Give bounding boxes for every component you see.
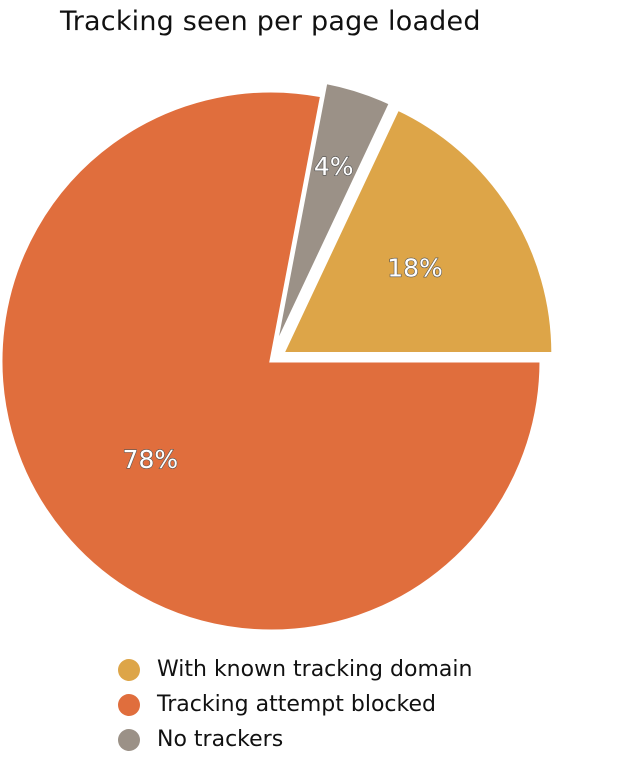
pie-slice-tracking-attempt-blocked bbox=[0, 89, 543, 633]
legend: With known tracking domain Tracking atte… bbox=[118, 652, 472, 757]
slice-label-no-trackers: 4% bbox=[314, 152, 354, 181]
legend-label-known-tracking-domain: With known tracking domain bbox=[157, 657, 473, 682]
legend-item-no-trackers: No trackers bbox=[118, 722, 472, 757]
pie-slice-with-known-tracking-domain bbox=[280, 107, 555, 355]
legend-swatch-no-trackers bbox=[118, 728, 140, 751]
legend-label-tracking-blocked: Tracking attempt blocked bbox=[157, 692, 436, 717]
legend-label-no-trackers: No trackers bbox=[157, 727, 284, 752]
legend-swatch-tracking-blocked bbox=[118, 693, 140, 716]
legend-item-known-tracking-domain: With known tracking domain bbox=[118, 652, 472, 687]
legend-swatch-known-tracking-domain bbox=[118, 658, 140, 681]
pie-chart: 18% 78% 4% bbox=[0, 80, 555, 633]
slice-label-with-known-tracking-domain: 18% bbox=[387, 254, 443, 283]
legend-item-tracking-blocked: Tracking attempt blocked bbox=[118, 687, 472, 722]
pie-slice-no-trackers bbox=[273, 80, 393, 349]
slice-label-tracking-attempt-blocked: 78% bbox=[123, 445, 179, 474]
chart-title: Tracking seen per page loaded bbox=[60, 6, 481, 37]
